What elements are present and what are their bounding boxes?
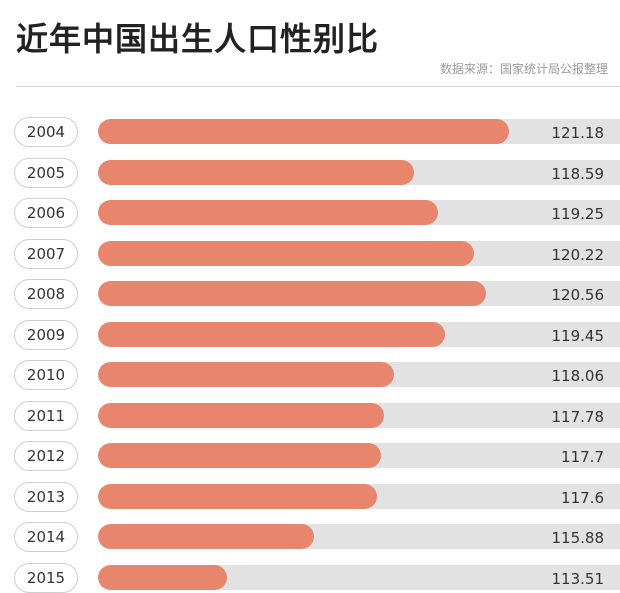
year-label: 2008 [14,279,78,309]
bar-track: 115.88 [98,524,620,549]
bar-value-label: 115.88 [551,529,605,547]
bar-fill [98,564,228,590]
bar-fill [98,159,414,185]
bar-fill [98,524,315,549]
bar-track: 119.25 [98,200,620,225]
bar-fill [98,321,446,347]
bar-value-label: 113.51 [551,569,605,588]
bar-track: 117.78 [98,402,620,428]
bar-fill [98,362,395,387]
bar-track: 120.56 [98,281,620,306]
bar-value-label: 117.78 [551,407,605,426]
bar-row: 2008 120.56 [0,279,620,309]
bar-fill [98,281,487,306]
bar-track: 117.6 [98,483,620,509]
bar-track: 118.06 [98,362,620,387]
bar-value-label: 120.22 [551,245,605,264]
bar-fill [98,119,509,144]
year-label: 2007 [14,238,78,269]
bar-track: 119.45 [98,321,620,347]
bar-row: 2015 113.51 [0,562,620,593]
bar-fill [98,443,382,468]
bar-row: 2014 115.88 [0,522,620,552]
bar-value-label: 117.7 [561,448,604,466]
header-divider [16,86,620,87]
year-label: 2006 [14,198,78,228]
bar-row: 2013 117.6 [0,481,620,512]
year-label: 2015 [14,562,78,593]
bar-row: 2005 118.59 [0,157,620,188]
bar-row: 2011 117.78 [0,400,620,431]
year-label: 2011 [14,400,78,431]
bar-value-label: 118.59 [551,164,605,183]
bar-value-label: 121.18 [551,124,605,142]
chart-title: 近年中国出生人口性别比 [16,20,380,58]
bar-row: 2007 120.22 [0,238,620,269]
year-label: 2014 [14,522,78,552]
bar-row: 2004 121.18 [0,117,620,147]
bar-track: 117.7 [98,443,620,468]
bar-fill [98,240,474,266]
bar-row: 2010 118.06 [0,360,620,390]
bar-value-label: 119.45 [551,326,605,345]
bar-track: 120.22 [98,240,620,266]
year-label: 2005 [14,157,78,188]
bar-track: 113.51 [98,564,620,590]
bar-row: 2012 117.7 [0,441,620,471]
bar-row: 2006 119.25 [0,198,620,228]
year-label: 2010 [14,360,78,390]
year-label: 2013 [14,481,78,512]
bar-value-label: 120.56 [551,286,605,304]
year-label: 2009 [14,319,78,350]
bar-fill [98,402,384,428]
bar-value-label: 118.06 [551,367,605,385]
data-source-note: 数据来源：国家统计局公报整理 [439,62,608,76]
bar-fill [98,483,378,509]
bar-fill [98,200,439,225]
bar-track: 118.59 [98,159,620,185]
year-label: 2012 [14,441,78,471]
bar-row: 2009 119.45 [0,319,620,350]
bar-value-label: 117.6 [561,488,604,507]
year-label: 2004 [14,117,78,147]
bar-value-label: 119.25 [551,205,605,223]
bar-track: 121.18 [98,119,620,144]
